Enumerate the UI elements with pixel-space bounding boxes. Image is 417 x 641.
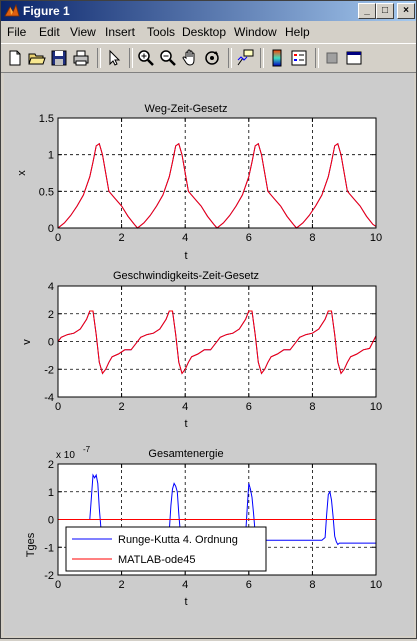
print-icon[interactable] <box>71 48 91 68</box>
x-tick-label: 4 <box>182 401 188 413</box>
hide-plot-tools-icon[interactable] <box>322 48 342 68</box>
menu-tools[interactable]: Tools <box>147 25 176 39</box>
y-tick-label: 0 <box>48 515 54 527</box>
x-axis-label: t <box>184 596 187 608</box>
legend-box <box>65 526 267 572</box>
menu-insert[interactable]: Insert <box>105 25 136 39</box>
chart-title: Weg-Zeit-Gesetz <box>145 103 228 115</box>
x-tick-label: 4 <box>182 232 188 244</box>
x-tick-label: 8 <box>309 232 315 244</box>
minimize-button[interactable]: _ <box>358 3 376 19</box>
y-tick-label: 2 <box>48 309 54 321</box>
menu-help[interactable]: Help <box>285 25 310 39</box>
axes-gesamtenergie[interactable]: Gesamtenergie t Tges x 10 -7 0 2 4 6 8 10-2-1… <box>25 445 382 608</box>
y-tick-label: -4 <box>44 392 54 404</box>
toolbar-separator <box>315 48 319 68</box>
x-axis-label: t <box>184 418 187 430</box>
x-tick-label: 0 <box>55 232 61 244</box>
rotate-3d-icon[interactable] <box>202 48 222 68</box>
x-tick-label: 4 <box>182 579 188 591</box>
y-tick-label: 4 <box>48 281 54 293</box>
y-axis-label: Tges <box>25 532 37 557</box>
legend[interactable]: Runge-Kutta 4. Ordnung MATLAB-ode45 <box>65 526 267 572</box>
figure-canvas: Weg-Zeit-Gesetz t x 0 2 4 6 8 10 0 0.5 1 1.5 Gesc… <box>4 73 414 636</box>
title-bar[interactable]: Figure 1 _ □ × <box>1 1 416 21</box>
y-axis-label: v <box>21 339 33 345</box>
x-tick-label: 10 <box>370 232 382 244</box>
pan-hand-icon[interactable] <box>180 48 200 68</box>
legend-entry: MATLAB-ode45 <box>118 554 195 566</box>
x-tick-label: 8 <box>309 401 315 413</box>
show-plot-tools-icon[interactable] <box>344 48 364 68</box>
y-tick-label: 1 <box>48 150 54 162</box>
y-tick-label: 0 <box>48 337 54 349</box>
y-axis-exponent-power: -7 <box>83 445 91 454</box>
matlab-logo-icon <box>4 3 20 17</box>
axes-weg-zeit[interactable]: Weg-Zeit-Gesetz t x 0 2 4 6 8 10 0 0.5 1 1.5 <box>16 103 382 262</box>
close-button[interactable]: × <box>397 3 415 19</box>
chart-title: Geschwindigkeits-Zeit-Gesetz <box>113 270 259 282</box>
save-icon[interactable] <box>49 48 69 68</box>
axes-box <box>57 117 377 229</box>
toolbar-separator <box>260 48 264 68</box>
x-axis-label: t <box>184 250 187 262</box>
y-axis-label: x <box>16 170 28 176</box>
y-tick-label: 0 <box>48 223 54 235</box>
maximize-button[interactable]: □ <box>376 3 394 19</box>
axes-box <box>57 463 377 576</box>
y-tick-label: 1.5 <box>39 113 54 125</box>
axes-geschwindigkeit-zeit[interactable]: Geschwindigkeits-Zeit-Gesetz t v 0 2 4 6 8 10… <box>21 270 382 430</box>
axes-box <box>57 285 377 398</box>
y-tick-label: 2 <box>48 459 54 471</box>
menu-desktop[interactable]: Desktop <box>182 25 227 39</box>
x-tick-label: 6 <box>246 232 252 244</box>
x-tick-label: 2 <box>119 401 125 413</box>
x-tick-label: 2 <box>119 579 125 591</box>
toolbar-separator <box>97 48 101 68</box>
window-title: Figure 1 <box>23 4 70 18</box>
menu-window[interactable]: Window <box>234 25 277 39</box>
menu-view[interactable]: View <box>70 25 96 39</box>
pointer-icon[interactable] <box>104 48 124 68</box>
legend-icon[interactable] <box>289 48 309 68</box>
y-tick-label: 1 <box>48 487 54 499</box>
plot-area <box>58 118 376 228</box>
y-tick-label: -2 <box>44 364 54 376</box>
y-axis-exponent: x 10 <box>56 450 75 461</box>
toolbar <box>1 43 416 73</box>
toolbar-separator <box>228 48 232 68</box>
legend-entry: Runge-Kutta 4. Ordnung <box>118 534 238 546</box>
menu-file[interactable]: File <box>7 25 27 39</box>
y-tick-label: -2 <box>44 570 54 582</box>
menu-bar: File Edit View Insert Tools Desktop Wind… <box>1 22 416 41</box>
zoom-out-icon[interactable] <box>158 48 178 68</box>
x-tick-label: 10 <box>370 579 382 591</box>
chart-title: Gesamtenergie <box>148 448 223 460</box>
series-line-0 <box>57 310 377 375</box>
new-file-icon[interactable] <box>5 48 25 68</box>
zoom-in-icon[interactable] <box>136 48 156 68</box>
x-tick-label: 0 <box>55 401 61 413</box>
colorbar-icon[interactable] <box>267 48 287 68</box>
y-tick-label: -1 <box>44 542 54 554</box>
y-tick-label: 0.5 <box>39 186 54 198</box>
x-tick-label: 6 <box>246 579 252 591</box>
x-tick-label: 10 <box>370 401 382 413</box>
x-tick-label: 2 <box>119 232 125 244</box>
x-tick-label: 0 <box>55 579 61 591</box>
data-cursor-icon[interactable] <box>235 48 255 68</box>
x-tick-label: 6 <box>246 401 252 413</box>
menu-edit[interactable]: Edit <box>39 25 60 39</box>
open-folder-icon[interactable] <box>27 48 47 68</box>
toolbar-separator <box>129 48 133 68</box>
x-tick-label: 8 <box>309 579 315 591</box>
